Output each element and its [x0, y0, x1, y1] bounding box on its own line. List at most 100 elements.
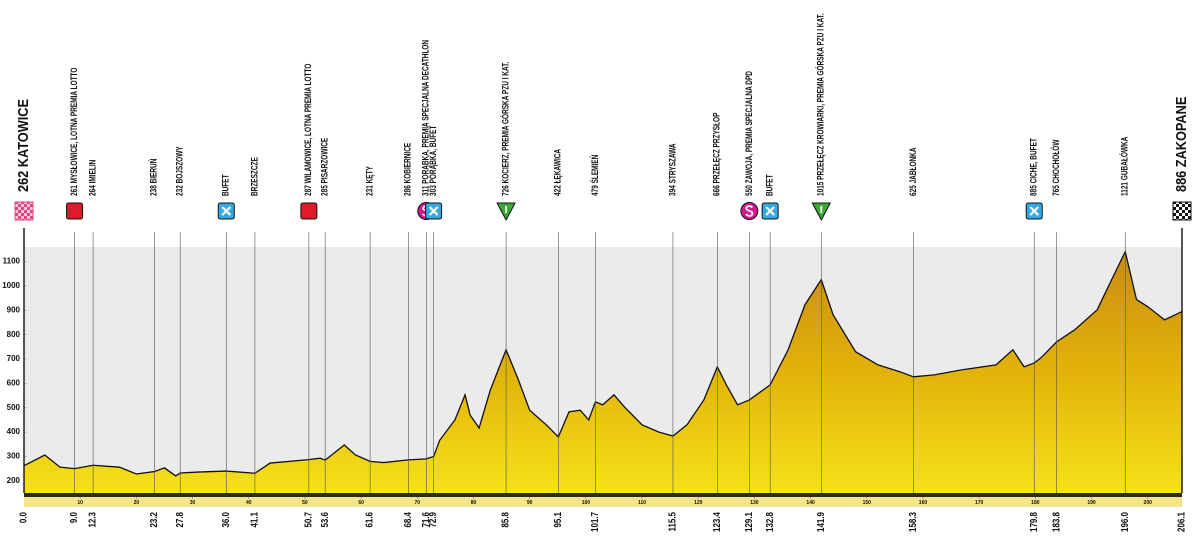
waypoint: 422 ŁĘKAWICA 95.1 — [552, 149, 563, 528]
waypoint: BRZESZCZE 41.1 — [249, 157, 260, 527]
y-tick-label: 700 — [7, 354, 21, 363]
x-tick-label: 100 — [582, 500, 591, 506]
waypoint-name: 726 KOCIERZ, PREMIA GÓRSKA PZU I KAT. — [500, 62, 510, 196]
waypoint: BUFET 36.0 — [217, 174, 235, 528]
waypoint: BUFET 132.8 — [761, 174, 779, 532]
waypoint-km: 101.7 — [589, 512, 600, 532]
waypoint-name: 262 KATOWICE — [14, 99, 31, 192]
waypoint-name: BUFET — [221, 174, 231, 196]
waypoint-name: 1015 PRZEŁĘCZ KROWIARKI, PREMIA GÓRSKA P… — [816, 13, 826, 196]
waypoint-km: 36.0 — [220, 512, 231, 528]
x-tick-label: 20 — [134, 500, 140, 506]
bufet-cross — [428, 206, 439, 216]
waypoint: 286 KOBIERNICE 68.4 — [402, 143, 413, 528]
elevation-line — [23, 249, 1183, 477]
waypoint-name: 285 PISARZOWICE — [320, 138, 330, 196]
x-tick-label: 130 — [750, 500, 759, 506]
y-tick-label: 200 — [7, 476, 21, 485]
waypoint-name: 264 IMIELIN — [87, 159, 97, 196]
x-tick-label: 80 — [471, 500, 477, 506]
waypoint-name: 311 PORĄBKA, PREMIA SPECJALNA DECATHLON — [421, 40, 431, 196]
waypoint-km: 183.8 — [1051, 512, 1062, 532]
waypoint: 231 KĘTY 61.6 — [364, 166, 375, 528]
waypoint-km: 41.1 — [249, 512, 260, 528]
y-tick-label: 800 — [7, 330, 21, 339]
x-tick-label: 10 — [77, 500, 83, 506]
y-tick-label: 400 — [7, 427, 21, 436]
waypoint: 238 BIERUŃ 23.2 — [148, 158, 159, 527]
waypoint-km: 115.5 — [667, 512, 678, 532]
waypoint: 625 JABŁONKA 158.3 — [907, 147, 918, 532]
waypoint-name: 261 MYSŁOWICE, LOTNA PREMIA LOTTO — [69, 68, 79, 196]
x-tick-label: 110 — [638, 500, 646, 506]
waypoint-name: 550 ZAWOJA, PREMIA SPECJALNA DPD — [744, 71, 754, 196]
waypoint: 232 BOJSZOWY 27.8 — [174, 146, 185, 528]
waypoint: 726 KOCIERZ, PREMIA GÓRSKA PZU I KAT. 85.… — [496, 62, 516, 528]
x-tick-label: 200 — [1144, 500, 1153, 506]
waypoint: 303 PORĄBKA, BUFET 72.9 — [425, 125, 443, 528]
x-tick-label: 140 — [806, 500, 815, 506]
waypoint: 550 ZAWOJA, PREMIA SPECJALNA DPD 129.1 — [740, 71, 759, 532]
waypoint-km: 0.0 — [18, 512, 29, 523]
x-tick-label: 120 — [694, 500, 703, 506]
waypoint: 765 CHOCHOŁÓW 183.8 — [1051, 139, 1062, 532]
x-tick-label: 70 — [415, 500, 421, 506]
x-tick-label: 160 — [919, 500, 928, 506]
waypoint: 394 STRYSZAWA 115.5 — [667, 143, 678, 531]
waypoint-name: 885 CICHE, BUFET — [1029, 138, 1039, 196]
waypoint-km: 123.4 — [711, 512, 722, 532]
waypoint-name: 286 KOBIERNICE — [403, 143, 413, 196]
waypoint-name: 1121 GUBAŁÓWKA — [1120, 136, 1130, 196]
waypoint-name: 238 BIERUŃ — [149, 158, 159, 196]
waypoint-km: 132.8 — [764, 512, 775, 532]
waypoint-name: 886 ZAKOPANE — [1172, 97, 1189, 192]
waypoint: 264 IMIELIN 12.3 — [87, 159, 98, 527]
waypoint-name: BRZESZCZE — [249, 157, 259, 196]
waypoint-name: 232 BOJSZOWY — [175, 146, 185, 196]
waypoint-km: 53.6 — [319, 512, 330, 528]
waypoint: 261 MYSŁOWICE, LOTNA PREMIA LOTTO 9.0 — [66, 68, 84, 523]
waypoint-km: 85.8 — [500, 512, 511, 528]
y-tick-label: 900 — [7, 305, 21, 314]
y-tick-label: 1100 — [3, 257, 21, 266]
start-icon — [14, 201, 34, 221]
waypoint-km: 9.0 — [68, 512, 79, 523]
waypoint-km: 196.0 — [1119, 512, 1130, 532]
waypoint-name: BUFET — [765, 174, 775, 196]
y-tick-label: 300 — [7, 452, 21, 461]
waypoint-km: 68.4 — [402, 512, 413, 528]
x-tick-label: 190 — [1087, 500, 1096, 506]
elevation-area — [24, 251, 1182, 493]
waypoint: 886 ZAKOPANE 206.1 — [1172, 97, 1192, 532]
waypoint-km: 50.7 — [303, 512, 314, 528]
x-tick-label: 60 — [358, 500, 364, 506]
sprint-icon — [66, 202, 84, 220]
bufet-cross — [221, 206, 232, 216]
baseline-bar — [24, 493, 1182, 497]
waypoint: 285 PISARZOWICE 53.6 — [319, 138, 330, 528]
waypoint-name: 765 CHOCHOŁÓW — [1051, 139, 1061, 196]
waypoint-km: 72.9 — [427, 512, 438, 528]
waypoint-km: 206.1 — [1176, 512, 1187, 532]
waypoint: 1121 GUBAŁÓWKA 196.0 — [1119, 136, 1130, 532]
waypoint-name: 394 STRYSZAWA — [667, 143, 677, 196]
waypoint-name: 625 JABŁONKA — [908, 147, 918, 196]
sprint-icon — [300, 202, 318, 220]
waypoint-km: 158.3 — [907, 512, 918, 532]
y-tick-label: 500 — [7, 403, 21, 412]
waypoint-km: 71.6 — [420, 512, 431, 528]
waypoint-name: 303 PORĄBKA, BUFET — [428, 125, 438, 196]
waypoint: 287 WILAMOWICE, LOTNA PREMIA LOTTO 50.7 — [300, 64, 318, 528]
x-tick-label: 30 — [190, 500, 196, 506]
waypoint-km: 12.3 — [87, 512, 98, 528]
waypoint-name: 666 PRZEŁĘCZ PRZYSŁOP — [712, 113, 722, 196]
waypoint-km: 61.6 — [364, 512, 375, 528]
waypoint-km: 129.1 — [743, 512, 754, 532]
waypoint-km: 23.2 — [148, 512, 159, 528]
y-tick-label: 1000 — [2, 281, 20, 290]
waypoint-km: 27.8 — [174, 512, 185, 528]
waypoint: 666 PRZEŁĘCZ PRZYSŁOP 123.4 — [711, 113, 722, 532]
waypoint-name: 422 ŁĘKAWICA — [553, 149, 563, 196]
waypoint-km: 95.1 — [552, 512, 563, 528]
